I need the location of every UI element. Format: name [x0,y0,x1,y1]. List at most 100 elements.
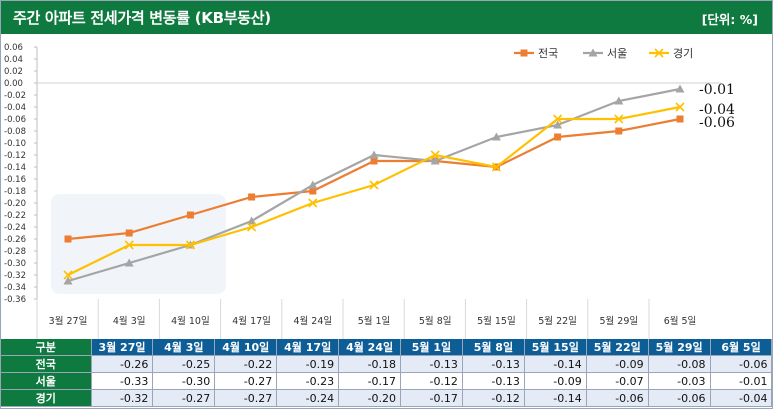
table-cell: -0.01 [710,372,772,390]
table-column-header: 5월 8일 [462,339,525,356]
y-tick-label: -0.08 [4,127,26,137]
y-tick-label: -0.04 [4,103,26,113]
y-tick-label: -0.30 [4,259,26,269]
table-column-header: 5월 29일 [648,339,711,356]
table-cell: -0.06 [648,389,711,407]
end-value-label: -0.06 [699,115,735,131]
table-cell: -0.14 [524,355,587,373]
y-tick-label: -0.32 [4,271,26,281]
data-point-2 [614,114,624,124]
y-tick-label: -0.36 [4,295,26,305]
y-tick-label: -0.22 [4,211,26,221]
table-row-label: 경기 [1,389,92,407]
table-cell: -0.27 [214,389,278,407]
y-tick-label: -0.34 [4,283,26,293]
data-point-2 [369,180,379,190]
table-column-header: 4월 10일 [214,339,278,356]
y-tick-label: 0.06 [4,43,23,53]
table-cell: -0.27 [152,389,216,407]
table-cell: -0.19 [276,355,340,373]
data-point-0 [676,115,684,123]
x-tick-label: 5월 29일 [599,315,638,327]
data-point-1 [553,120,563,129]
y-tick-label: -0.24 [4,223,26,233]
table-cell: -0.23 [276,372,340,390]
y-tick-label: -0.28 [4,247,26,257]
x-tick-label: 4월 17일 [232,315,271,327]
data-point-0 [615,127,623,135]
legend-marker-2 [654,48,664,58]
y-tick-label: 0.00 [4,79,23,89]
table-column-header: 6월 5일 [710,339,772,356]
data-point-2 [430,150,440,160]
x-tick-label: 4월 3일 [113,315,146,327]
data-point-2 [675,102,685,112]
table-cell: -0.18 [338,355,402,373]
data-point-1 [63,276,73,285]
table-cell: -0.12 [462,389,525,407]
table-cell: -0.32 [91,389,154,407]
y-tick-label: 0.04 [4,55,23,65]
data-point-0 [186,211,194,219]
table-cell: -0.33 [91,372,154,390]
y-tick-label: -0.18 [4,187,26,197]
table-cell: -0.08 [648,355,711,373]
data-point-0 [125,229,133,237]
table-cell: -0.06 [586,389,649,407]
data-point-0 [248,193,256,201]
table-cell: -0.17 [400,389,463,407]
table-column-header: 4월 17일 [276,339,340,356]
table-cell: -0.09 [524,372,587,390]
table-column-header: 3월 27일 [91,339,154,356]
chart-header: 주간 아파트 전세가격 변동률 (KB부동산) [단위: %] [1,1,772,34]
y-tick-label: -0.16 [4,175,26,185]
table-row: 전국 -0.26 -0.25 -0.22 -0.19 -0.18 -0.13 -0.13 -0.… [1,355,772,373]
x-tick-label: 6월 5일 [664,315,697,327]
x-tick-label: 3월 27일 [49,315,88,327]
data-point-2 [308,198,318,208]
table-cell: -0.20 [338,389,402,407]
table-row: 서울 -0.33 -0.30 -0.27 -0.23 -0.17 -0.12 -0.13 -0.… [1,372,772,390]
x-tick-label: 5월 22일 [538,315,577,327]
table-column-header: 5월 22일 [586,339,649,356]
table-cell: -0.06 [710,355,772,373]
table-column-header: 4월 3일 [152,339,216,356]
data-point-2 [124,240,134,250]
table-cell: -0.17 [338,372,402,390]
y-tick-label: -0.02 [4,91,26,101]
y-tick-label: -0.26 [4,235,26,245]
table-row: 경기 -0.32 -0.27 -0.27 -0.24 -0.20 -0.17 -0.12 -0.… [1,389,772,407]
end-value-label: -0.04 [699,102,735,118]
data-point-1 [491,132,501,141]
data-point-1 [675,84,685,93]
table-column-header: 5월 1일 [400,339,463,356]
data-point-2 [247,222,257,232]
table-cell: -0.22 [214,355,278,373]
data-point-0 [309,187,317,195]
data-point-0 [554,133,562,141]
legend-label: 경기 [673,47,693,60]
data-point-2 [553,114,563,124]
x-tick-label: 4월 10일 [171,315,210,327]
x-tick-label: 5월 8일 [419,315,452,327]
data-point-1 [124,258,134,267]
table-cell: -0.03 [648,372,711,390]
table-corner-cell: 구분 [1,339,92,356]
legend-label: 전국 [538,47,558,60]
legend-label: 서울 [607,47,627,60]
table-cell: -0.27 [214,372,278,390]
table-row-label: 전국 [1,355,92,373]
y-tick-label: 0.02 [4,67,23,77]
data-point-2 [491,162,501,172]
end-value-label: -0.01 [699,82,735,98]
table-cell: -0.24 [276,389,340,407]
x-tick-label: 5월 1일 [358,315,391,327]
legend-marker-1 [588,48,598,57]
y-tick-label: -0.20 [4,199,26,209]
table-cell: -0.13 [462,372,525,390]
legend-marker-0 [520,49,528,57]
table-cell: -0.07 [586,372,649,390]
data-point-1 [614,96,624,105]
data-point-2 [185,240,195,250]
